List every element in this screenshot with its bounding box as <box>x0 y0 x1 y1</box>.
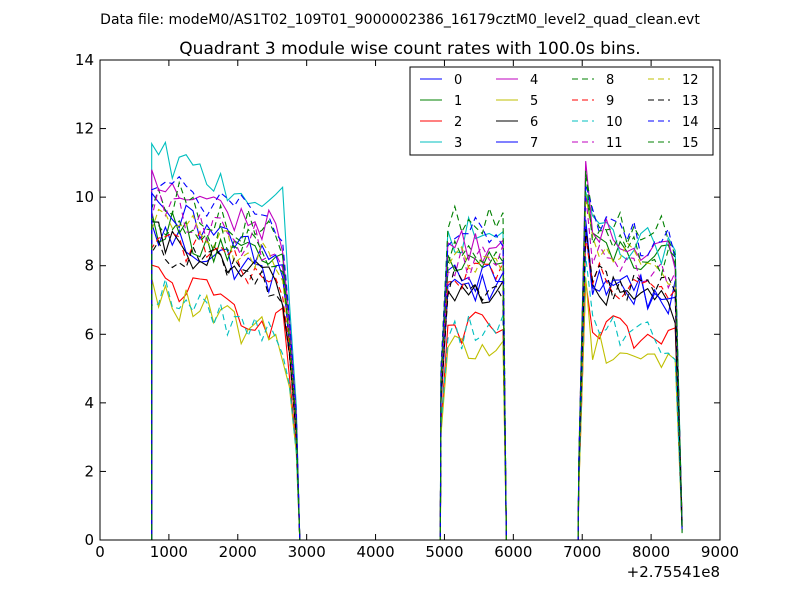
y-tick-label: 12 <box>75 120 94 138</box>
y-tick-label: 14 <box>75 51 94 69</box>
series-line-4 <box>151 161 683 541</box>
plot-border <box>99 59 721 541</box>
series-line-7 <box>151 191 683 541</box>
series-line-14 <box>151 175 683 541</box>
legend-label-3: 3 <box>454 136 462 151</box>
legend-label-8: 8 <box>606 73 614 88</box>
legend-label-12: 12 <box>682 73 699 88</box>
y-tick-label: 8 <box>84 257 94 275</box>
y-tick-label: 10 <box>75 188 94 206</box>
y-tick-label: 6 <box>84 325 94 343</box>
x-tick-label: 8000 <box>632 543 670 561</box>
legend-label-5: 5 <box>530 94 538 109</box>
x-tick-label: 3000 <box>288 543 326 561</box>
series-line-15 <box>151 170 683 541</box>
legend-label-15: 15 <box>682 136 699 151</box>
legend-label-2: 2 <box>454 115 462 130</box>
legend-label-1: 1 <box>454 94 462 109</box>
legend-label-9: 9 <box>606 94 614 109</box>
x-tick-label: 0 <box>95 543 105 561</box>
series-line-13 <box>151 229 683 541</box>
series-line-2 <box>151 264 683 541</box>
y-tick-label: 2 <box>84 462 94 480</box>
x-tick-label: 1000 <box>150 543 188 561</box>
x-tick-label: 7000 <box>563 543 601 561</box>
legend-label-14: 14 <box>682 115 699 130</box>
series-line-10 <box>151 256 683 541</box>
series-line-3 <box>151 140 683 541</box>
legend-label-11: 11 <box>606 136 623 151</box>
x-tick-label: 5000 <box>425 543 463 561</box>
series-line-9 <box>151 230 683 541</box>
legend-label-13: 13 <box>682 94 699 109</box>
y-tick-label: 0 <box>84 531 94 549</box>
x-tick-label: 4000 <box>356 543 394 561</box>
x-offset-label: +2.75541e8 <box>627 563 720 581</box>
legend-label-6: 6 <box>530 115 538 130</box>
series-group <box>151 140 683 541</box>
legend-box <box>409 66 714 156</box>
legend-label-7: 7 <box>530 136 538 151</box>
chart-title: Quadrant 3 module wise count rates with … <box>179 39 640 59</box>
axes-group: 0 1000 2000 3000 4000 5000 6000 7000 8000 9000 0 2 4… <box>75 51 739 561</box>
x-tick-label: 2000 <box>219 543 257 561</box>
x-tick-label: 6000 <box>494 543 532 561</box>
suptitle: Data file: modeM0/AS1T02_109T01_90000023… <box>100 12 700 28</box>
y-tick-label: 4 <box>84 394 94 412</box>
legend-label-4: 4 <box>530 73 538 88</box>
x-tick-label: 9000 <box>701 543 739 561</box>
legend-label-0: 0 <box>454 73 462 88</box>
legend-label-10: 10 <box>606 115 623 130</box>
